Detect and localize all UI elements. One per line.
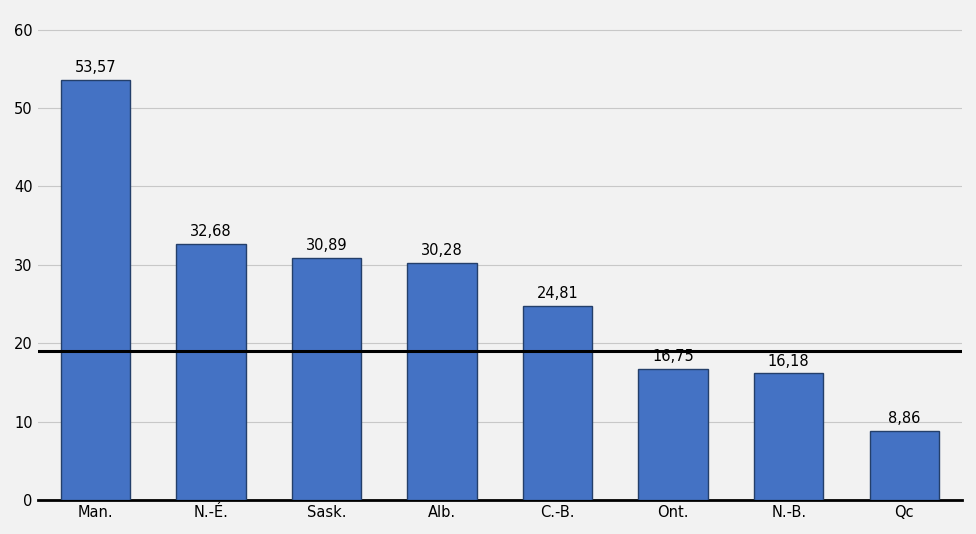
Bar <box>177 244 246 500</box>
Text: 30,28: 30,28 <box>421 243 463 258</box>
Bar <box>61 80 130 500</box>
Text: 16,75: 16,75 <box>652 349 694 364</box>
Text: 8,86: 8,86 <box>888 411 920 426</box>
Bar <box>638 369 708 500</box>
Text: 16,18: 16,18 <box>768 354 809 368</box>
Text: 30,89: 30,89 <box>305 238 347 253</box>
Bar <box>523 305 592 500</box>
Text: 24,81: 24,81 <box>537 286 579 301</box>
Bar <box>754 373 824 500</box>
Text: 32,68: 32,68 <box>190 224 231 239</box>
Text: Taux de compétence fédérale : 19,07: Taux de compétence fédérale : 19,07 <box>0 533 1 534</box>
Bar <box>870 431 939 500</box>
Text: 53,57: 53,57 <box>74 60 116 75</box>
Bar <box>292 258 361 500</box>
Bar <box>407 263 476 500</box>
